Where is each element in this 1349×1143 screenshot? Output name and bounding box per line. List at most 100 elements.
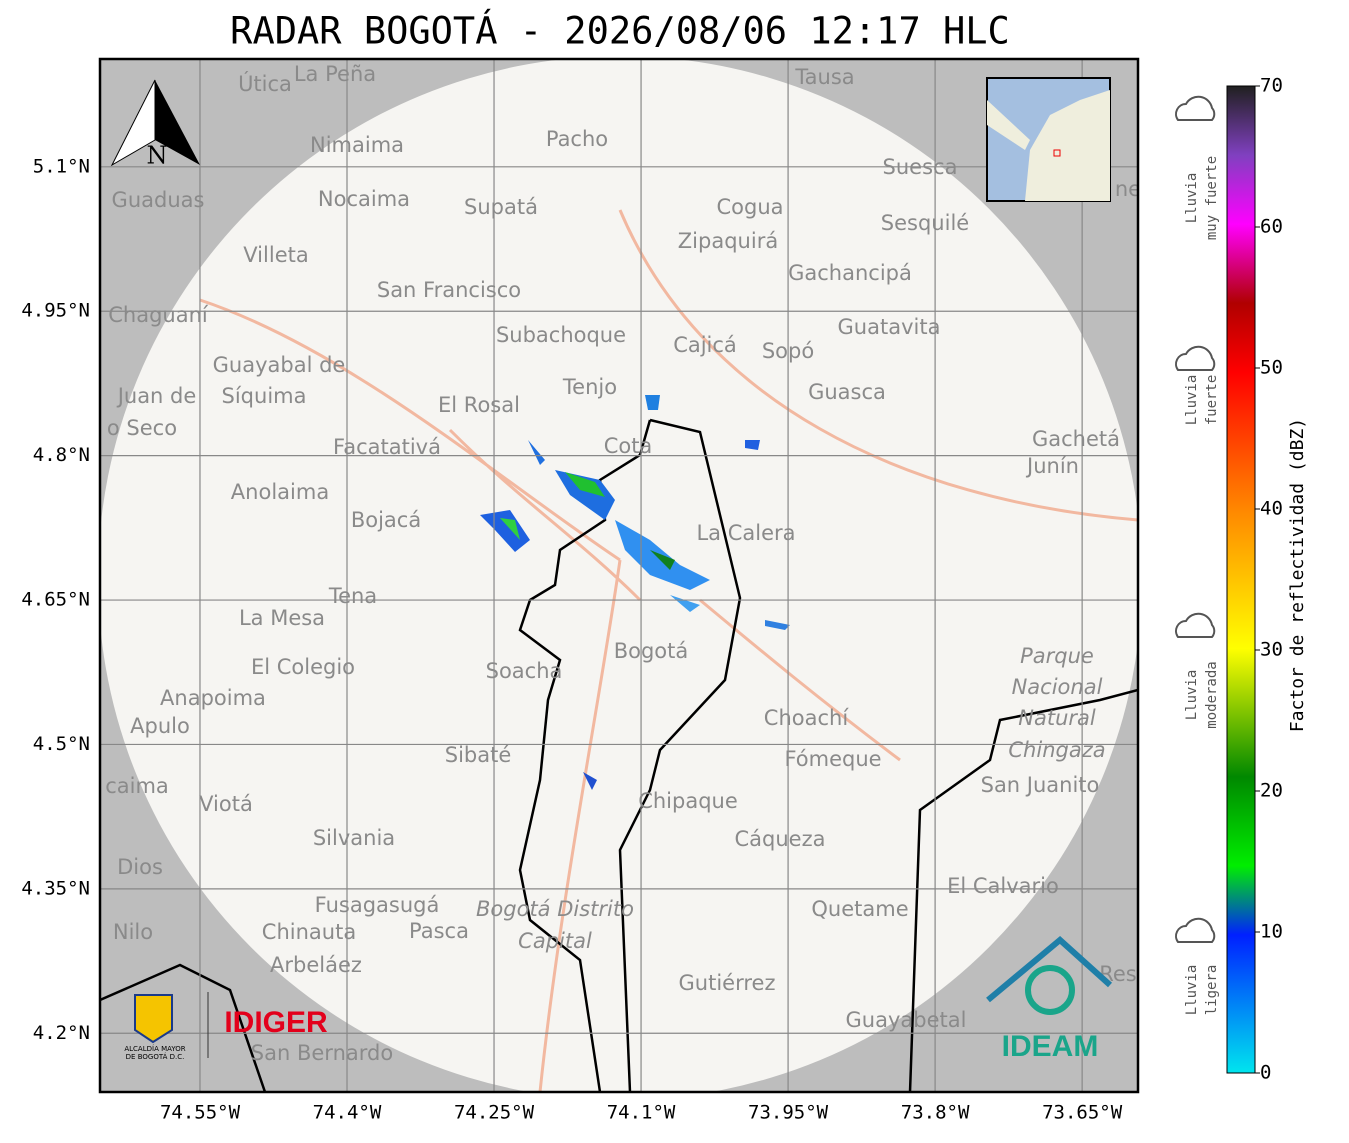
logo-alcaldia: ALCALDÍA MAYOR DE BOGOTÁ D.C. IDIGER xyxy=(124,992,328,1061)
lon-tick-label: 74.25°W xyxy=(454,1102,535,1124)
inset-map xyxy=(986,77,1111,202)
place-label: Guayabal de xyxy=(213,353,346,377)
place-label: Suesca xyxy=(883,155,958,179)
place-label: Bogotá Distrito xyxy=(476,897,634,921)
place-label: Cajicá xyxy=(673,333,737,357)
place-label: Bojacá xyxy=(351,508,421,532)
place-label: Sopó xyxy=(762,339,814,363)
logo-text: ALCALDÍA MAYOR xyxy=(124,1044,185,1053)
rain-category: muy fuerte xyxy=(1204,156,1220,240)
place-label: caima xyxy=(105,774,169,798)
lat-tick-label: 5.1°N xyxy=(33,155,90,177)
place-label: Guaduas xyxy=(112,188,205,212)
place-label: Dios xyxy=(117,855,163,879)
roads xyxy=(199,209,1138,1092)
lon-tick-label: 74.55°W xyxy=(160,1102,241,1124)
place-label: Fómeque xyxy=(784,747,881,771)
place-label: San Juanito xyxy=(981,773,1100,797)
rain-category: Lluvia xyxy=(1184,375,1200,426)
place-label: Guatavita xyxy=(838,315,941,339)
rain-category: Lluvia xyxy=(1184,173,1200,224)
logo-ideam: IDEAM xyxy=(986,936,1113,1063)
place-label: Anapoima xyxy=(160,686,266,710)
logo-idiger: IDIGER xyxy=(224,1006,328,1039)
lon-tick-label: 73.65°W xyxy=(1042,1102,1123,1124)
lon-tick-label: 74.4°W xyxy=(313,1102,382,1124)
place-label: La Peña xyxy=(294,62,376,86)
place-label: Viotá xyxy=(199,792,253,816)
place-label: Útica xyxy=(238,71,292,96)
place-label: Sesquilé xyxy=(881,211,969,235)
place-label: Bogotá xyxy=(614,639,689,663)
logo-text: DE BOGOTÁ D.C. xyxy=(126,1052,185,1061)
place-label: Pasca xyxy=(409,919,469,943)
colorbar-tick-label: 70 xyxy=(1260,75,1283,97)
place-label: Nilo xyxy=(113,920,153,944)
place-label: Junín xyxy=(1025,454,1079,478)
weather-icon xyxy=(1175,345,1216,371)
rain-category: ligera xyxy=(1204,965,1220,1016)
place-label: Anolaima xyxy=(231,480,329,504)
place-label: Chaguaní xyxy=(108,303,209,327)
lat-tick-label: 4.8°N xyxy=(33,444,90,466)
title: RADAR BOGOTÁ - 2026/08/06 12:17 HLC xyxy=(230,9,1010,53)
place-label: Cogua xyxy=(716,195,783,219)
place-label: La Calera xyxy=(696,521,795,545)
place-label: Juan de xyxy=(116,384,197,408)
place-label: Silvania xyxy=(313,826,395,850)
colorbar xyxy=(1226,85,1256,1074)
place-label: Capital xyxy=(518,929,592,953)
map-frame xyxy=(98,57,1140,1094)
colorbar-tick-label: 50 xyxy=(1260,357,1283,379)
rain-category: fuerte xyxy=(1204,375,1220,426)
colorbar-tick-label: 0 xyxy=(1260,1062,1271,1084)
rain-category: Lluvia xyxy=(1184,670,1200,721)
lat-tick-label: 4.2°N xyxy=(33,1022,90,1044)
rain-category: Lluvia xyxy=(1184,965,1200,1016)
place-label: Pacho xyxy=(546,127,608,151)
place-label: Tena xyxy=(328,584,377,608)
place-label: El Calvario xyxy=(947,874,1059,898)
place-label: Zipaquirá xyxy=(678,229,778,253)
north-arrow: N xyxy=(110,79,200,170)
weather-icon xyxy=(1175,95,1216,121)
colorbar-tick-label: 60 xyxy=(1260,216,1283,238)
place-label: o Seco xyxy=(107,416,177,440)
colorbar-label: Factor de reflectividad (dBZ) xyxy=(1287,418,1308,732)
place-label: Apulo xyxy=(130,714,190,738)
boundary xyxy=(908,688,1138,1092)
north-label: N xyxy=(147,142,168,170)
rain-category: moderada xyxy=(1204,661,1220,728)
colorbar-tick-label: 20 xyxy=(1260,780,1283,802)
place-label: Gachancipá xyxy=(788,261,912,285)
weather-icon xyxy=(1175,917,1216,943)
place-label: Parque xyxy=(1020,644,1094,668)
place-label: Sibaté xyxy=(445,743,512,767)
boundary xyxy=(100,963,267,1092)
place-label: Gachetá xyxy=(1032,427,1120,451)
map: Útica La Peña Tausa Pacho Nimaima Suesca Guadu… xyxy=(100,59,1138,1092)
place-label: San Francisco xyxy=(377,278,521,302)
place-label: Facatativá xyxy=(333,435,441,459)
place-label: Supatá xyxy=(464,195,538,219)
colorbar-tick-label: 10 xyxy=(1260,921,1283,943)
lat-tick-label: 4.5°N xyxy=(33,733,90,755)
lon-tick-label: 73.95°W xyxy=(748,1102,829,1124)
place-label: Natural xyxy=(1018,706,1096,730)
lat-tick-label: 4.95°N xyxy=(21,300,90,322)
place-label: Síquima xyxy=(222,384,307,408)
place-label: El Rosal xyxy=(438,393,520,417)
place-label: Tausa xyxy=(794,65,854,89)
place-label: San Bernardo xyxy=(251,1041,393,1065)
place-label: Tenjo xyxy=(562,375,617,399)
lat-tick-label: 4.65°N xyxy=(21,589,90,611)
lon-tick-label: 74.1°W xyxy=(607,1102,676,1124)
place-label: El Colegio xyxy=(251,655,355,679)
place-label: Villeta xyxy=(243,243,308,267)
place-label: Subachoque xyxy=(496,323,626,347)
place-label: Gutiérrez xyxy=(679,971,776,995)
place-label: Cota xyxy=(604,434,653,458)
place-label: Quetame xyxy=(811,897,908,921)
place-label: Nimaima xyxy=(310,133,404,157)
